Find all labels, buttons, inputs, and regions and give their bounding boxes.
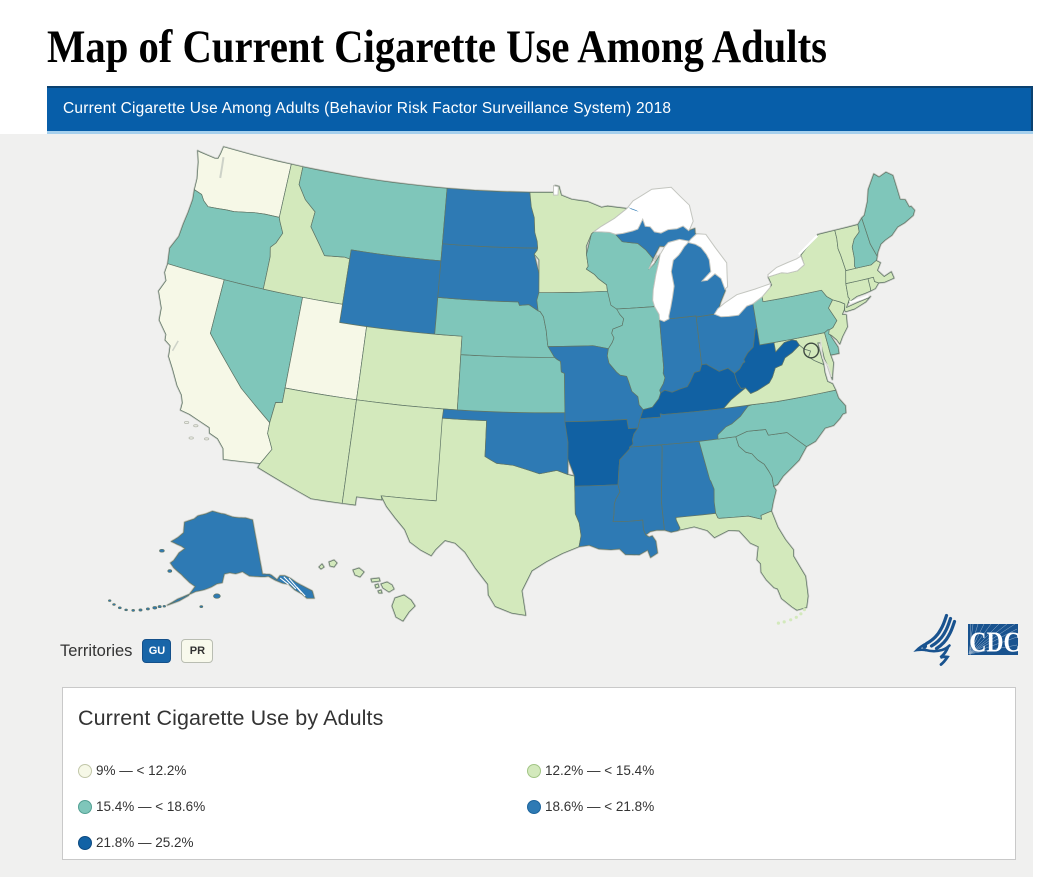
- svg-text:CDC: CDC: [970, 627, 1021, 658]
